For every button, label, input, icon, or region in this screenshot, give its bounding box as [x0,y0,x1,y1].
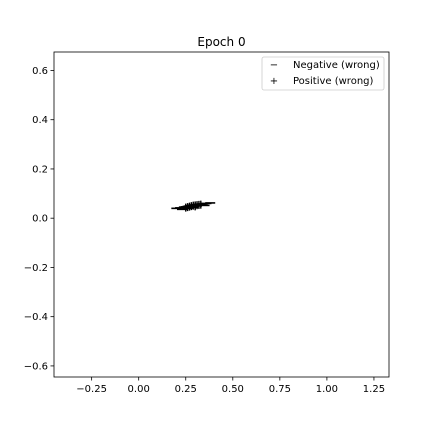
legend-box [261,56,385,91]
legend-marker-positive: + [270,76,278,87]
legend-label-negative: Negative (wrong) [293,60,380,71]
y-tick-label: 0.4 [32,115,48,126]
y-tick-label: −0.6 [24,361,48,372]
x-tick-label: 0.50 [222,384,244,395]
y-axis: −0.6 −0.4 −0.2 0.0 0.2 0.4 0.6 [24,66,54,372]
y-tick-label: −0.2 [24,263,48,274]
x-tick-label: −0.25 [76,384,107,395]
y-tick-label: −0.4 [24,312,48,323]
data-points [171,200,216,212]
y-tick-label: 0.2 [32,164,48,175]
x-tick-label: 0.25 [175,384,197,395]
positive-point [183,203,192,212]
x-axis: −0.25 0.00 0.25 0.50 0.75 1.00 1.25 [76,377,385,395]
x-tick-label: 1.25 [363,384,385,395]
plot-area [53,51,390,378]
legend-marker-negative: − [270,60,278,71]
legend: − Negative (wrong) + Positive (wrong) [261,56,385,91]
y-tick-label: 0.0 [32,214,48,225]
x-tick-label: 0.75 [269,384,291,395]
x-tick-label: 1.00 [316,384,338,395]
positive-point [191,202,200,211]
y-tick-label: 0.6 [32,66,48,77]
positive-point [196,200,205,209]
chart-title: Epoch 0 [197,35,245,49]
legend-label-positive: Positive (wrong) [293,76,374,87]
x-tick-label: 0.00 [128,384,150,395]
